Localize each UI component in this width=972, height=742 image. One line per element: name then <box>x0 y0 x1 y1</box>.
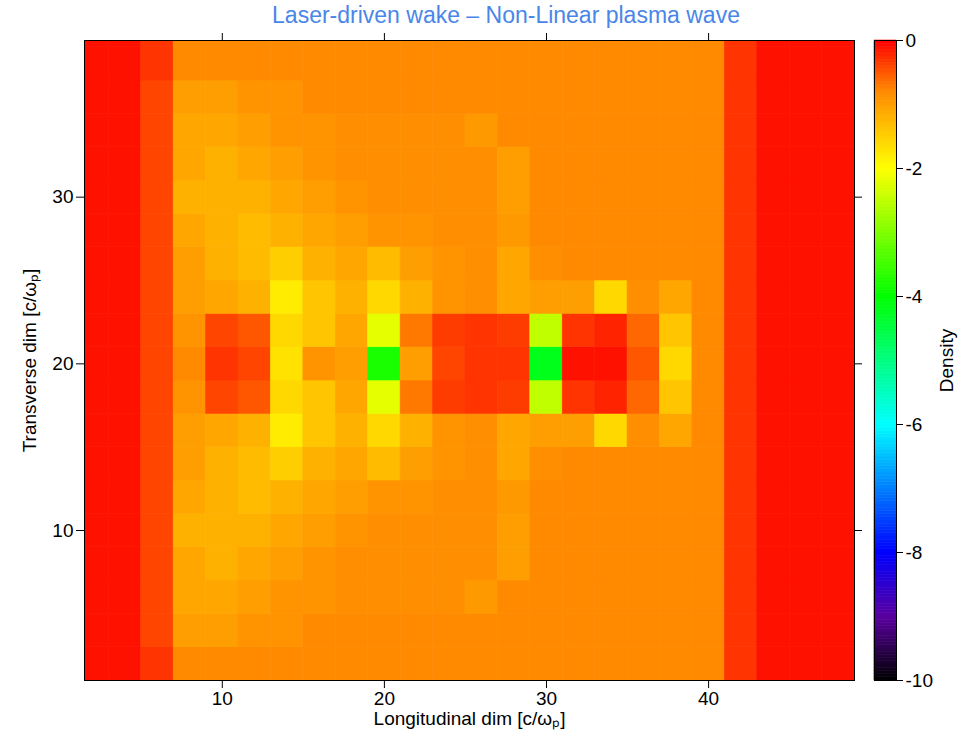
svg-text:-6: -6 <box>906 414 923 435</box>
svg-text:-8: -8 <box>906 542 923 563</box>
svg-text:0: 0 <box>906 30 917 51</box>
svg-text:20: 20 <box>374 688 395 709</box>
html-text:Laser-driven wake – Non-Linear: Laser-driven wake – Non-Linear plasma wa… <box>272 2 740 28</box>
svg-text:40: 40 <box>698 688 719 709</box>
svg-text:10: 10 <box>212 688 233 709</box>
svg-text:Density: Density <box>936 328 957 392</box>
svg-text:30: 30 <box>536 688 557 709</box>
svg-text:20: 20 <box>52 353 73 374</box>
svg-text:10: 10 <box>52 520 73 541</box>
svg-text:Transverse dim [c/ωₚ]: Transverse dim [c/ωₚ] <box>19 269 41 453</box>
svg-text:-2: -2 <box>906 158 923 179</box>
svg-text:-10: -10 <box>906 670 933 691</box>
svg-text:30: 30 <box>52 186 73 207</box>
svg-text:-4: -4 <box>906 286 923 307</box>
svg-text:Longitudinal dim [c/ωₚ]: Longitudinal dim [c/ωₚ] <box>374 708 566 730</box>
